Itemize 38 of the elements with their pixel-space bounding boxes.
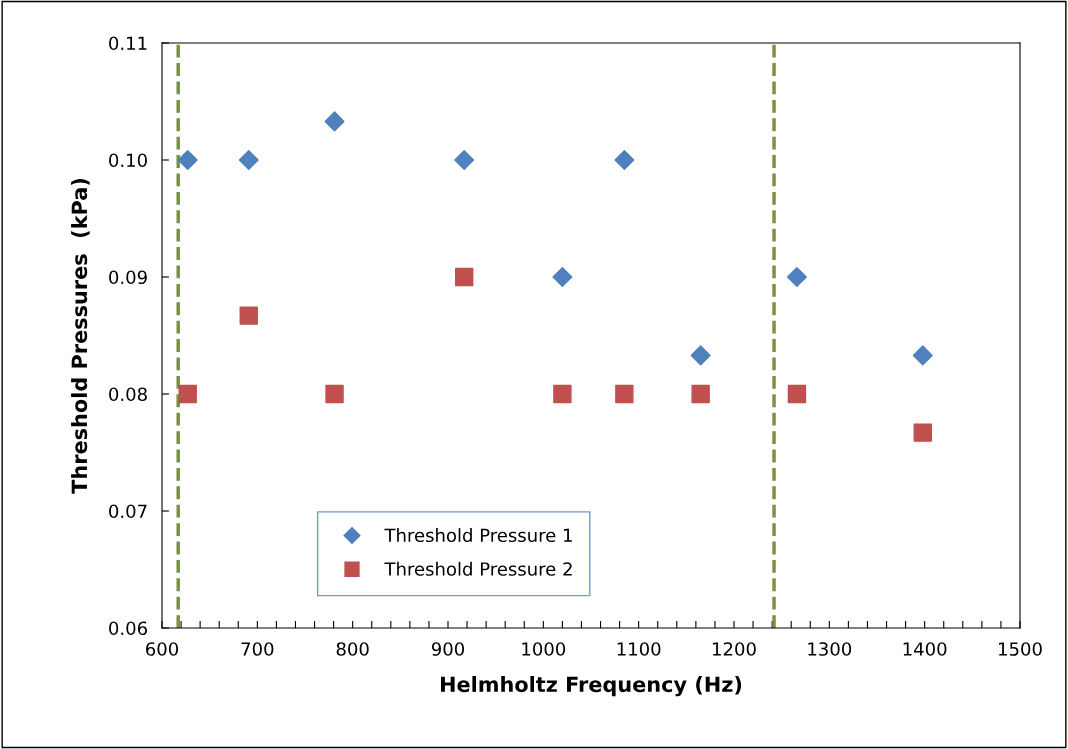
x-tick-label: 1100 [617, 642, 661, 656]
point [691, 384, 710, 404]
y-tick-label: 0.06 [109, 621, 147, 636]
x-axis-title: Helmholtz Frequency (Hz) [441, 676, 742, 697]
point [786, 266, 807, 288]
x-tick-label: 900 [431, 642, 465, 656]
point [787, 384, 807, 404]
point [177, 149, 198, 171]
y-axis-title: Threshold Pressures (kPa) [71, 178, 90, 494]
y-tick-label: 0.08 [109, 387, 147, 402]
point [553, 384, 572, 404]
x-tick-label: 800 [336, 642, 369, 656]
x-tick-label: 1300 [808, 642, 852, 656]
point [455, 267, 474, 287]
point [913, 423, 932, 442]
point [325, 384, 344, 404]
point [552, 266, 573, 288]
point [324, 111, 345, 132]
y-tick-label: 0.07 [109, 504, 147, 519]
y-tick-label: 0.09 [109, 270, 147, 285]
x-tick-label: 600 [146, 642, 179, 656]
x-tick-label: 1500 [999, 642, 1042, 656]
legend-label: Threshold Pressure 1 [384, 528, 572, 543]
point [239, 306, 258, 325]
legend-label: Threshold Pressure 2 [384, 561, 572, 576]
x-tick-label: 1200 [713, 642, 756, 656]
point [454, 149, 475, 171]
point [614, 149, 635, 171]
x-tick-label: 700 [241, 642, 274, 656]
point [238, 149, 259, 171]
y-tick-label: 0.10 [109, 153, 147, 168]
point [912, 345, 933, 366]
x-tick-label: 1400 [903, 642, 947, 656]
point [178, 384, 197, 404]
x-tick-label: 1000 [522, 642, 566, 656]
y-tick-label: 0.11 [109, 36, 147, 51]
point [615, 384, 634, 404]
point [690, 345, 711, 366]
